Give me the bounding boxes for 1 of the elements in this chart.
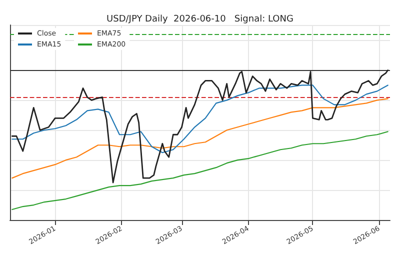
chart-title: USD/JPY Daily 2026-06-10 Signal: LONG <box>106 14 294 24</box>
